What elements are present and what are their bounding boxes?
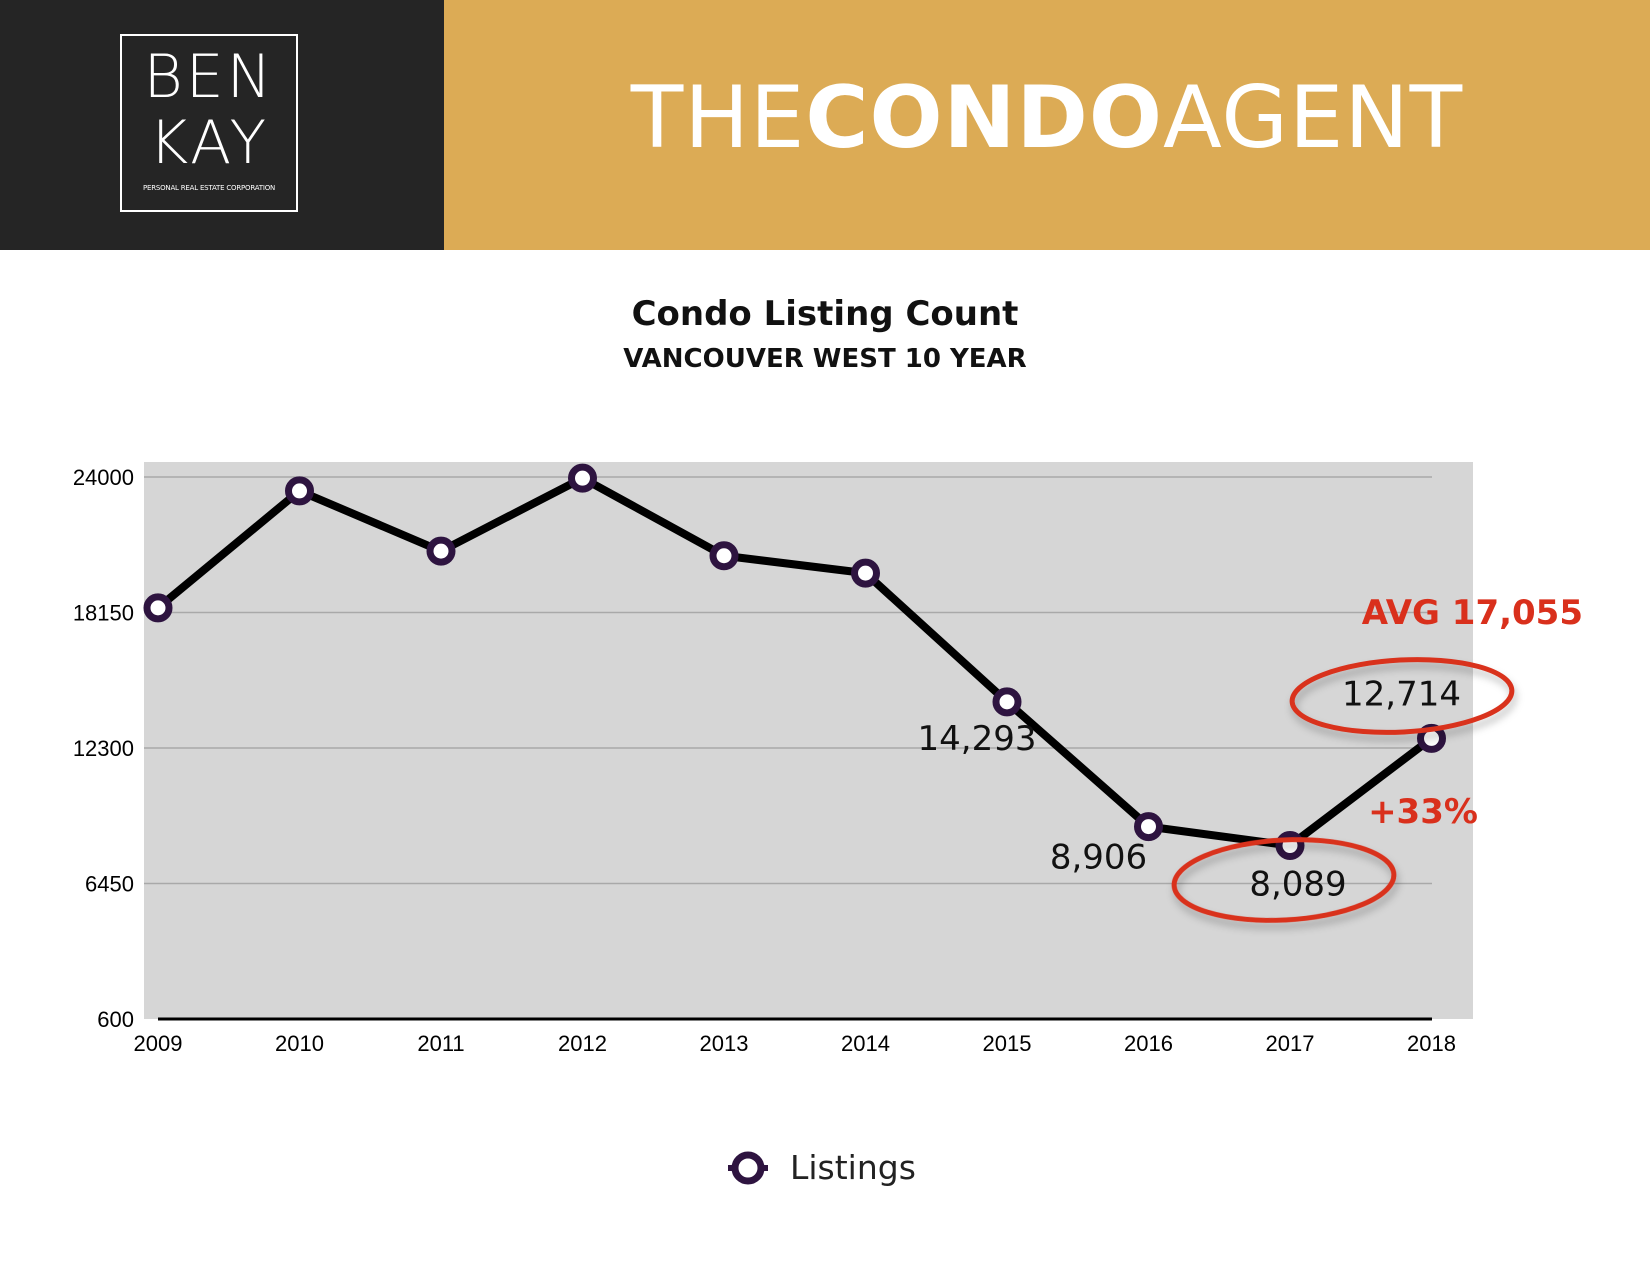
legend-label: Listings: [790, 1148, 916, 1187]
logo-line-2: KAY: [148, 108, 270, 178]
brand-wordmark: THECONDOAGENT: [444, 68, 1650, 168]
legend: [728, 1151, 768, 1185]
highlight-circle-2018: [1289, 657, 1515, 735]
x-tick-label: 2010: [275, 1031, 324, 1056]
y-tick-label: 600: [97, 1007, 134, 1032]
y-tick-labels: 600 6450 12300 18150 24000: [73, 465, 134, 1032]
highlight-circle-2017: [1171, 837, 1397, 923]
data-point-2010: [285, 476, 314, 506]
legend-marker-icon: [731, 1151, 765, 1185]
data-label-2015: 14,293: [918, 719, 1037, 759]
x-tick-label: 2016: [1124, 1031, 1173, 1056]
data-point-2016: [1134, 812, 1163, 842]
x-tick-label: 2012: [558, 1031, 607, 1056]
data-point-2014: [851, 558, 880, 588]
average-annotation: AVG 17,055: [88, 593, 1583, 642]
y-tick-label: 24000: [73, 465, 134, 490]
brand-condo: CONDO: [805, 68, 1164, 168]
x-tick-label: 2009: [134, 1031, 183, 1056]
x-tick-label: 2013: [700, 1031, 749, 1056]
data-label-2018: 12,714: [1342, 674, 1461, 714]
x-tick-label: 2011: [417, 1031, 464, 1056]
x-tick-labels: 2009 2010 2011 2012 2013 2014 2015 2016 2017 2018: [134, 1031, 1456, 1056]
header: BEN KAY PERSONAL REAL ESTATE CORPORATION…: [0, 0, 1650, 250]
y-tick-label: 6450: [85, 872, 134, 897]
data-label-2017: 8,089: [1249, 865, 1346, 905]
x-tick-label: 2017: [1266, 1031, 1315, 1056]
logo-panel: BEN KAY PERSONAL REAL ESTATE CORPORATION: [0, 0, 444, 250]
data-label-2016: 8,906: [1050, 838, 1147, 878]
chart-subtitle: VANCOUVER WEST 10 YEAR: [623, 344, 1027, 374]
average-label: AVG 17,055: [1362, 593, 1583, 633]
ben-kay-logo: BEN KAY PERSONAL REAL ESTATE CORPORATION: [120, 34, 298, 212]
series-line-listings: [155, 474, 1434, 850]
logo-line-1: BEN: [143, 42, 275, 112]
data-point-2011: [426, 536, 456, 566]
x-tick-label: 2018: [1407, 1031, 1456, 1056]
logo-subtitle: PERSONAL REAL ESTATE CORPORATION: [142, 184, 276, 192]
brand-banner: THECONDOAGENT: [444, 0, 1650, 250]
brand-agent: AGENT: [1163, 68, 1464, 168]
brand-the: THE: [630, 68, 806, 168]
data-point-2009: [143, 593, 173, 623]
data-point-2015: [992, 687, 1022, 717]
plot-area: [144, 462, 1473, 1019]
y-tick-label: 12300: [73, 736, 134, 761]
chart-title: Condo Listing Count: [631, 294, 1019, 334]
data-point-2013: [709, 541, 739, 571]
x-tick-label: 2015: [983, 1031, 1032, 1056]
y-tick-label: 18150: [73, 601, 134, 626]
data-point-2012: [568, 463, 597, 493]
x-tick-label: 2014: [841, 1031, 890, 1056]
change-label: +33%: [1368, 792, 1478, 832]
data-labels: 14,293 8,906 8,089 12,714: [918, 674, 1461, 904]
highlight-circles: [1171, 657, 1515, 923]
gridlines: [144, 476, 1432, 885]
